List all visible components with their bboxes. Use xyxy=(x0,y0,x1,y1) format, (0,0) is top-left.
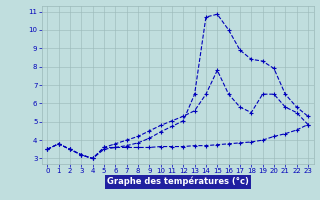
X-axis label: Graphe des températures (°c): Graphe des températures (°c) xyxy=(107,177,249,186)
